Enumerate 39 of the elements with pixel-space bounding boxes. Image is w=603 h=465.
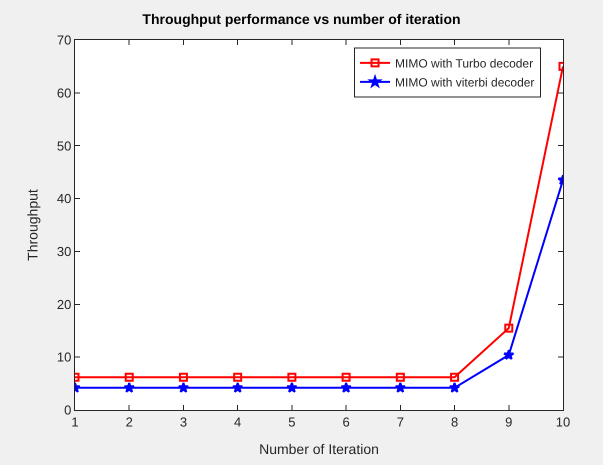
point [448,382,460,393]
x-tick-label: 7 [396,414,404,430]
x-tick-label: 4 [234,414,242,430]
y-tick-label: 10 [56,350,72,365]
x-tick-label: 2 [126,414,133,430]
y-axis-title: Throughput [24,189,41,261]
x-tick-label: 5 [288,414,296,430]
legend-label: MIMO with Turbo decoder [395,56,534,71]
point [504,324,514,333]
point [286,382,298,393]
y-tick-label: 50 [56,138,72,154]
x-axis-title: Number of Iteration [259,440,379,457]
y-tick-label: 70 [56,32,72,48]
y-tick-label: 20 [56,296,72,312]
point [233,372,242,382]
point [178,372,188,382]
x-tick-label: 9 [505,414,512,430]
x-tick-label: 3 [180,414,188,430]
x-tick-label: 10 [556,414,570,430]
point [450,372,460,382]
point [342,372,351,382]
point [394,382,406,393]
point [287,372,296,382]
chart-title: Throughput performance vs number of iteration [142,10,461,27]
point [396,372,405,382]
x-tick-label: 1 [71,414,79,430]
x-tick-label: 6 [342,414,350,430]
point [124,382,135,393]
x-tick-label: 8 [450,414,458,430]
y-tick-label: 0 [64,402,72,418]
y-tick-label: 40 [56,191,72,206]
point [340,382,352,393]
legend-label: MIMO with viterbi decoder [395,76,534,90]
point [503,349,514,360]
point [124,372,134,382]
point [232,382,244,393]
y-tick-label: 30 [56,244,72,259]
point [178,382,190,393]
y-tick-label: 60 [56,85,72,100]
